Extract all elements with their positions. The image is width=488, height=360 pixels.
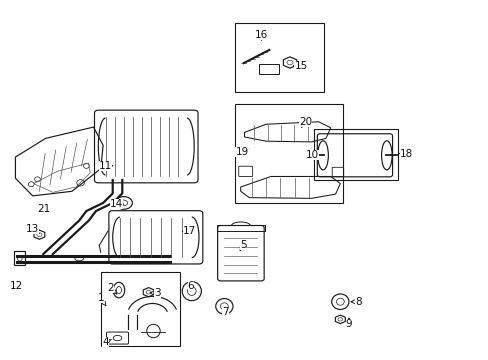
Text: 19: 19 (235, 148, 248, 157)
Text: 2: 2 (107, 283, 117, 294)
Bar (258, 64, 279, 74)
Text: 8: 8 (350, 297, 361, 307)
Text: 7: 7 (222, 307, 228, 317)
Text: 4: 4 (102, 337, 111, 347)
Text: 6: 6 (187, 281, 194, 291)
Text: 20: 20 (299, 117, 312, 127)
Text: 13: 13 (26, 224, 39, 234)
Text: 5: 5 (239, 240, 246, 251)
Text: 1: 1 (97, 293, 105, 306)
Text: 21: 21 (38, 204, 51, 214)
Text: 16: 16 (254, 30, 267, 40)
Text: 15: 15 (293, 61, 307, 71)
Bar (101, 272, 180, 346)
Text: 10: 10 (305, 150, 319, 159)
Bar (234, 23, 323, 92)
Text: 17: 17 (183, 226, 196, 236)
Text: 12: 12 (10, 281, 23, 291)
Text: 9: 9 (345, 319, 351, 329)
Text: 18: 18 (399, 149, 412, 158)
Bar (313, 129, 397, 180)
Bar (216, 225, 264, 231)
Bar (15, 251, 25, 265)
Text: 14: 14 (110, 199, 123, 209)
Bar (234, 104, 342, 203)
Text: 3: 3 (150, 288, 160, 298)
Text: 11: 11 (99, 161, 112, 171)
